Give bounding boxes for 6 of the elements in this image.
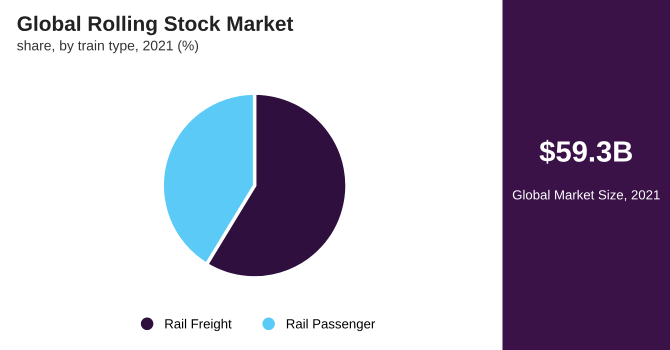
- chart-title: Global Rolling Stock Market: [18, 16, 294, 36]
- chart-subtitle: share, by train type, 2021 (%): [17, 40, 198, 54]
- text: Global Market Size, 2021: [512, 190, 660, 202]
- legend-label: Rail Passenger: [286, 318, 376, 332]
- legend-label: Rail Freight: [165, 318, 232, 332]
- text: $59.3B: [540, 140, 632, 164]
